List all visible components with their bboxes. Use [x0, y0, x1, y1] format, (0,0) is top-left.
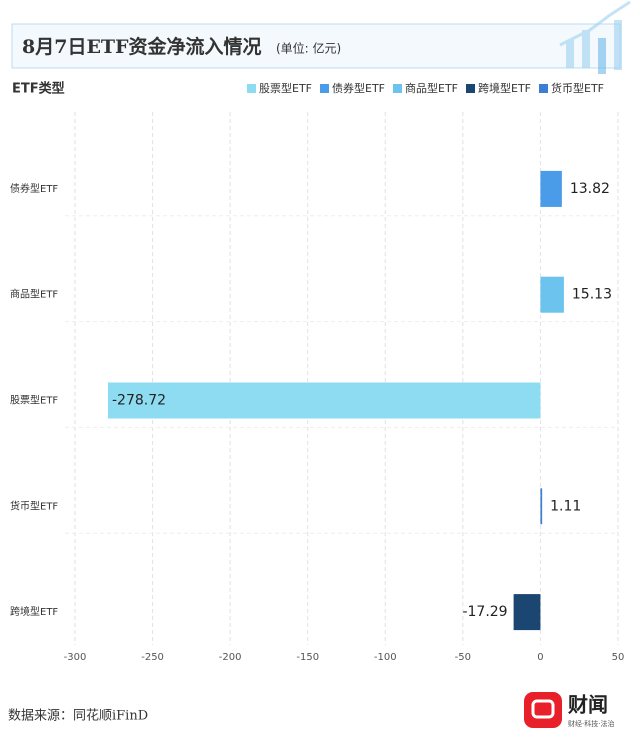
logo-text: 财闻 [568, 693, 608, 717]
legend-label: 股票型ETF [259, 81, 312, 95]
value-label: -278.72 [112, 393, 166, 409]
bar [540, 276, 564, 313]
legend-label: 货币型ETF [551, 81, 604, 95]
logo-icon-mark [531, 699, 555, 719]
y-tick-label: 股票型ETF [10, 394, 58, 407]
legend-label: 债券型ETF [332, 81, 385, 95]
legend-swatch [247, 84, 256, 93]
header-decoration [559, 0, 631, 74]
chart-subtitle: (单位: 亿元) [276, 41, 341, 56]
legend-label: 商品型ETF [405, 81, 458, 95]
value-label: -17.29 [462, 604, 507, 620]
source-note: 数据来源：同花顺iFinD [8, 708, 148, 724]
bar [540, 488, 543, 525]
bar [108, 382, 541, 419]
y-tick-label: 跨境型ETF [10, 605, 58, 618]
x-tick-label: -100 [374, 652, 397, 663]
legend-label: 跨境型ETF [478, 81, 531, 95]
x-tick-label: -150 [296, 652, 319, 663]
y-tick-label: 债券型ETF [10, 182, 58, 195]
x-tick-label: -50 [455, 652, 471, 663]
x-tick-label: 50 [612, 652, 625, 663]
x-tick-label: -250 [141, 652, 164, 663]
x-tick-label: -300 [64, 652, 87, 663]
x-tick-label: -200 [219, 652, 242, 663]
value-label: 1.11 [550, 498, 581, 514]
value-label: 13.82 [570, 181, 610, 197]
y-tick-label: 货币型ETF [10, 499, 58, 512]
logo-tagline: 财经·科技·法治 [568, 719, 614, 728]
y-tick-label: 商品型ETF [10, 288, 58, 301]
x-tick-label: 0 [537, 652, 543, 663]
value-label: 15.13 [572, 287, 612, 303]
legend-swatch [466, 84, 475, 93]
bar [513, 594, 541, 631]
chart-title: 8月7日ETF资金净流入情况 [22, 35, 262, 58]
legend-swatch [539, 84, 548, 93]
logo-icon [524, 692, 562, 728]
legend-swatch [393, 84, 402, 93]
y-axis-title: ETF类型 [12, 81, 65, 97]
bar [540, 170, 562, 207]
legend-swatch [320, 84, 329, 93]
header-box [11, 23, 621, 69]
